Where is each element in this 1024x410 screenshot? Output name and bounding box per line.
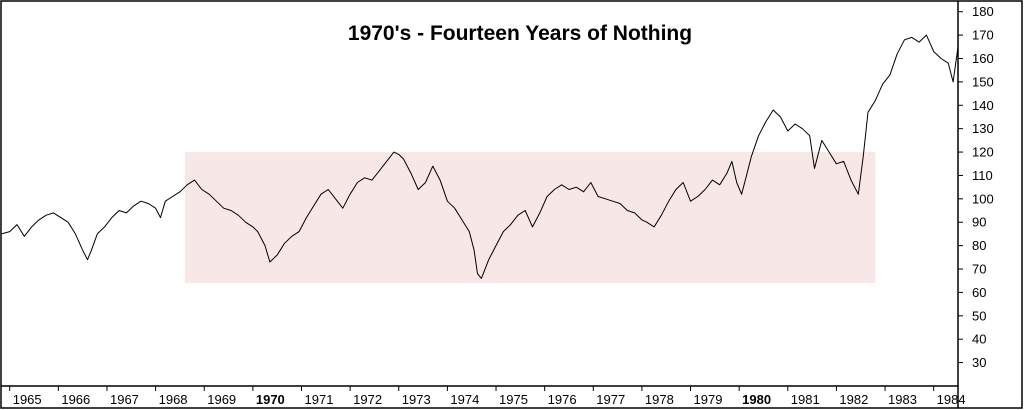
x-axis: 1965 1966 1967 1968 1969 1970 1971 1972 1973 1974… <box>9 386 966 407</box>
x-tick-label-1982: 1982 <box>839 392 868 407</box>
x-tick-label-1967: 1967 <box>110 392 139 407</box>
x-tick-label-1971: 1971 <box>305 392 334 407</box>
x-tick-label-1984: 1984 <box>937 392 966 407</box>
shaded-range-layer <box>184 152 876 284</box>
x-tick-label-1970: 1970 <box>256 392 285 407</box>
x-tick-label-1973: 1973 <box>402 392 431 407</box>
x-tick-label-1976: 1976 <box>548 392 577 407</box>
price-series-line-0 <box>1 34 959 279</box>
y-tick-label-160: 160 <box>972 51 994 66</box>
x-tick-label-1969: 1969 <box>207 392 236 407</box>
y-tick-label-50: 50 <box>972 308 986 323</box>
y-tick-label-60: 60 <box>972 285 986 300</box>
x-tick-label-1979: 1979 <box>694 392 723 407</box>
x-tick-label-1978: 1978 <box>645 392 674 407</box>
x-tick-label-1974: 1974 <box>450 392 479 407</box>
y-tick-label-40: 40 <box>972 332 986 347</box>
x-tick-label-1968: 1968 <box>159 392 188 407</box>
x-tick-label-1965: 1965 <box>13 392 42 407</box>
y-tick-label-110: 110 <box>972 168 993 183</box>
x-tick-label-1972: 1972 <box>353 392 382 407</box>
y-tick-label-80: 80 <box>972 238 986 253</box>
x-tick-label-1975: 1975 <box>499 392 528 407</box>
x-tick-label-1980: 1980 <box>742 392 771 407</box>
x-tick-label-1983: 1983 <box>888 392 917 407</box>
chart-title: 1970's - Fourteen Years of Nothing <box>348 22 692 45</box>
price-series-layer <box>1 34 959 279</box>
y-tick-label-180: 180 <box>972 4 994 19</box>
y-tick-label-70: 70 <box>972 262 986 277</box>
x-tick-label-1977: 1977 <box>596 392 625 407</box>
y-tick-label-90: 90 <box>972 215 986 230</box>
y-tick-label-120: 120 <box>972 145 994 160</box>
y-tick-label-100: 100 <box>972 191 994 206</box>
y-tick-label-140: 140 <box>972 98 994 113</box>
y-tick-label-150: 150 <box>972 74 994 89</box>
x-tick-label-1981: 1981 <box>791 392 820 407</box>
y-tick-label-170: 170 <box>972 28 994 43</box>
x-tick-label-1966: 1966 <box>61 392 90 407</box>
shaded-range-band <box>184 152 876 284</box>
y-tick-label-30: 30 <box>972 355 986 370</box>
y-axis: 30 40 50 60 70 80 90 100 110 120 130 140 150 160 170 18… <box>958 4 994 370</box>
y-tick-label-130: 130 <box>972 121 994 136</box>
